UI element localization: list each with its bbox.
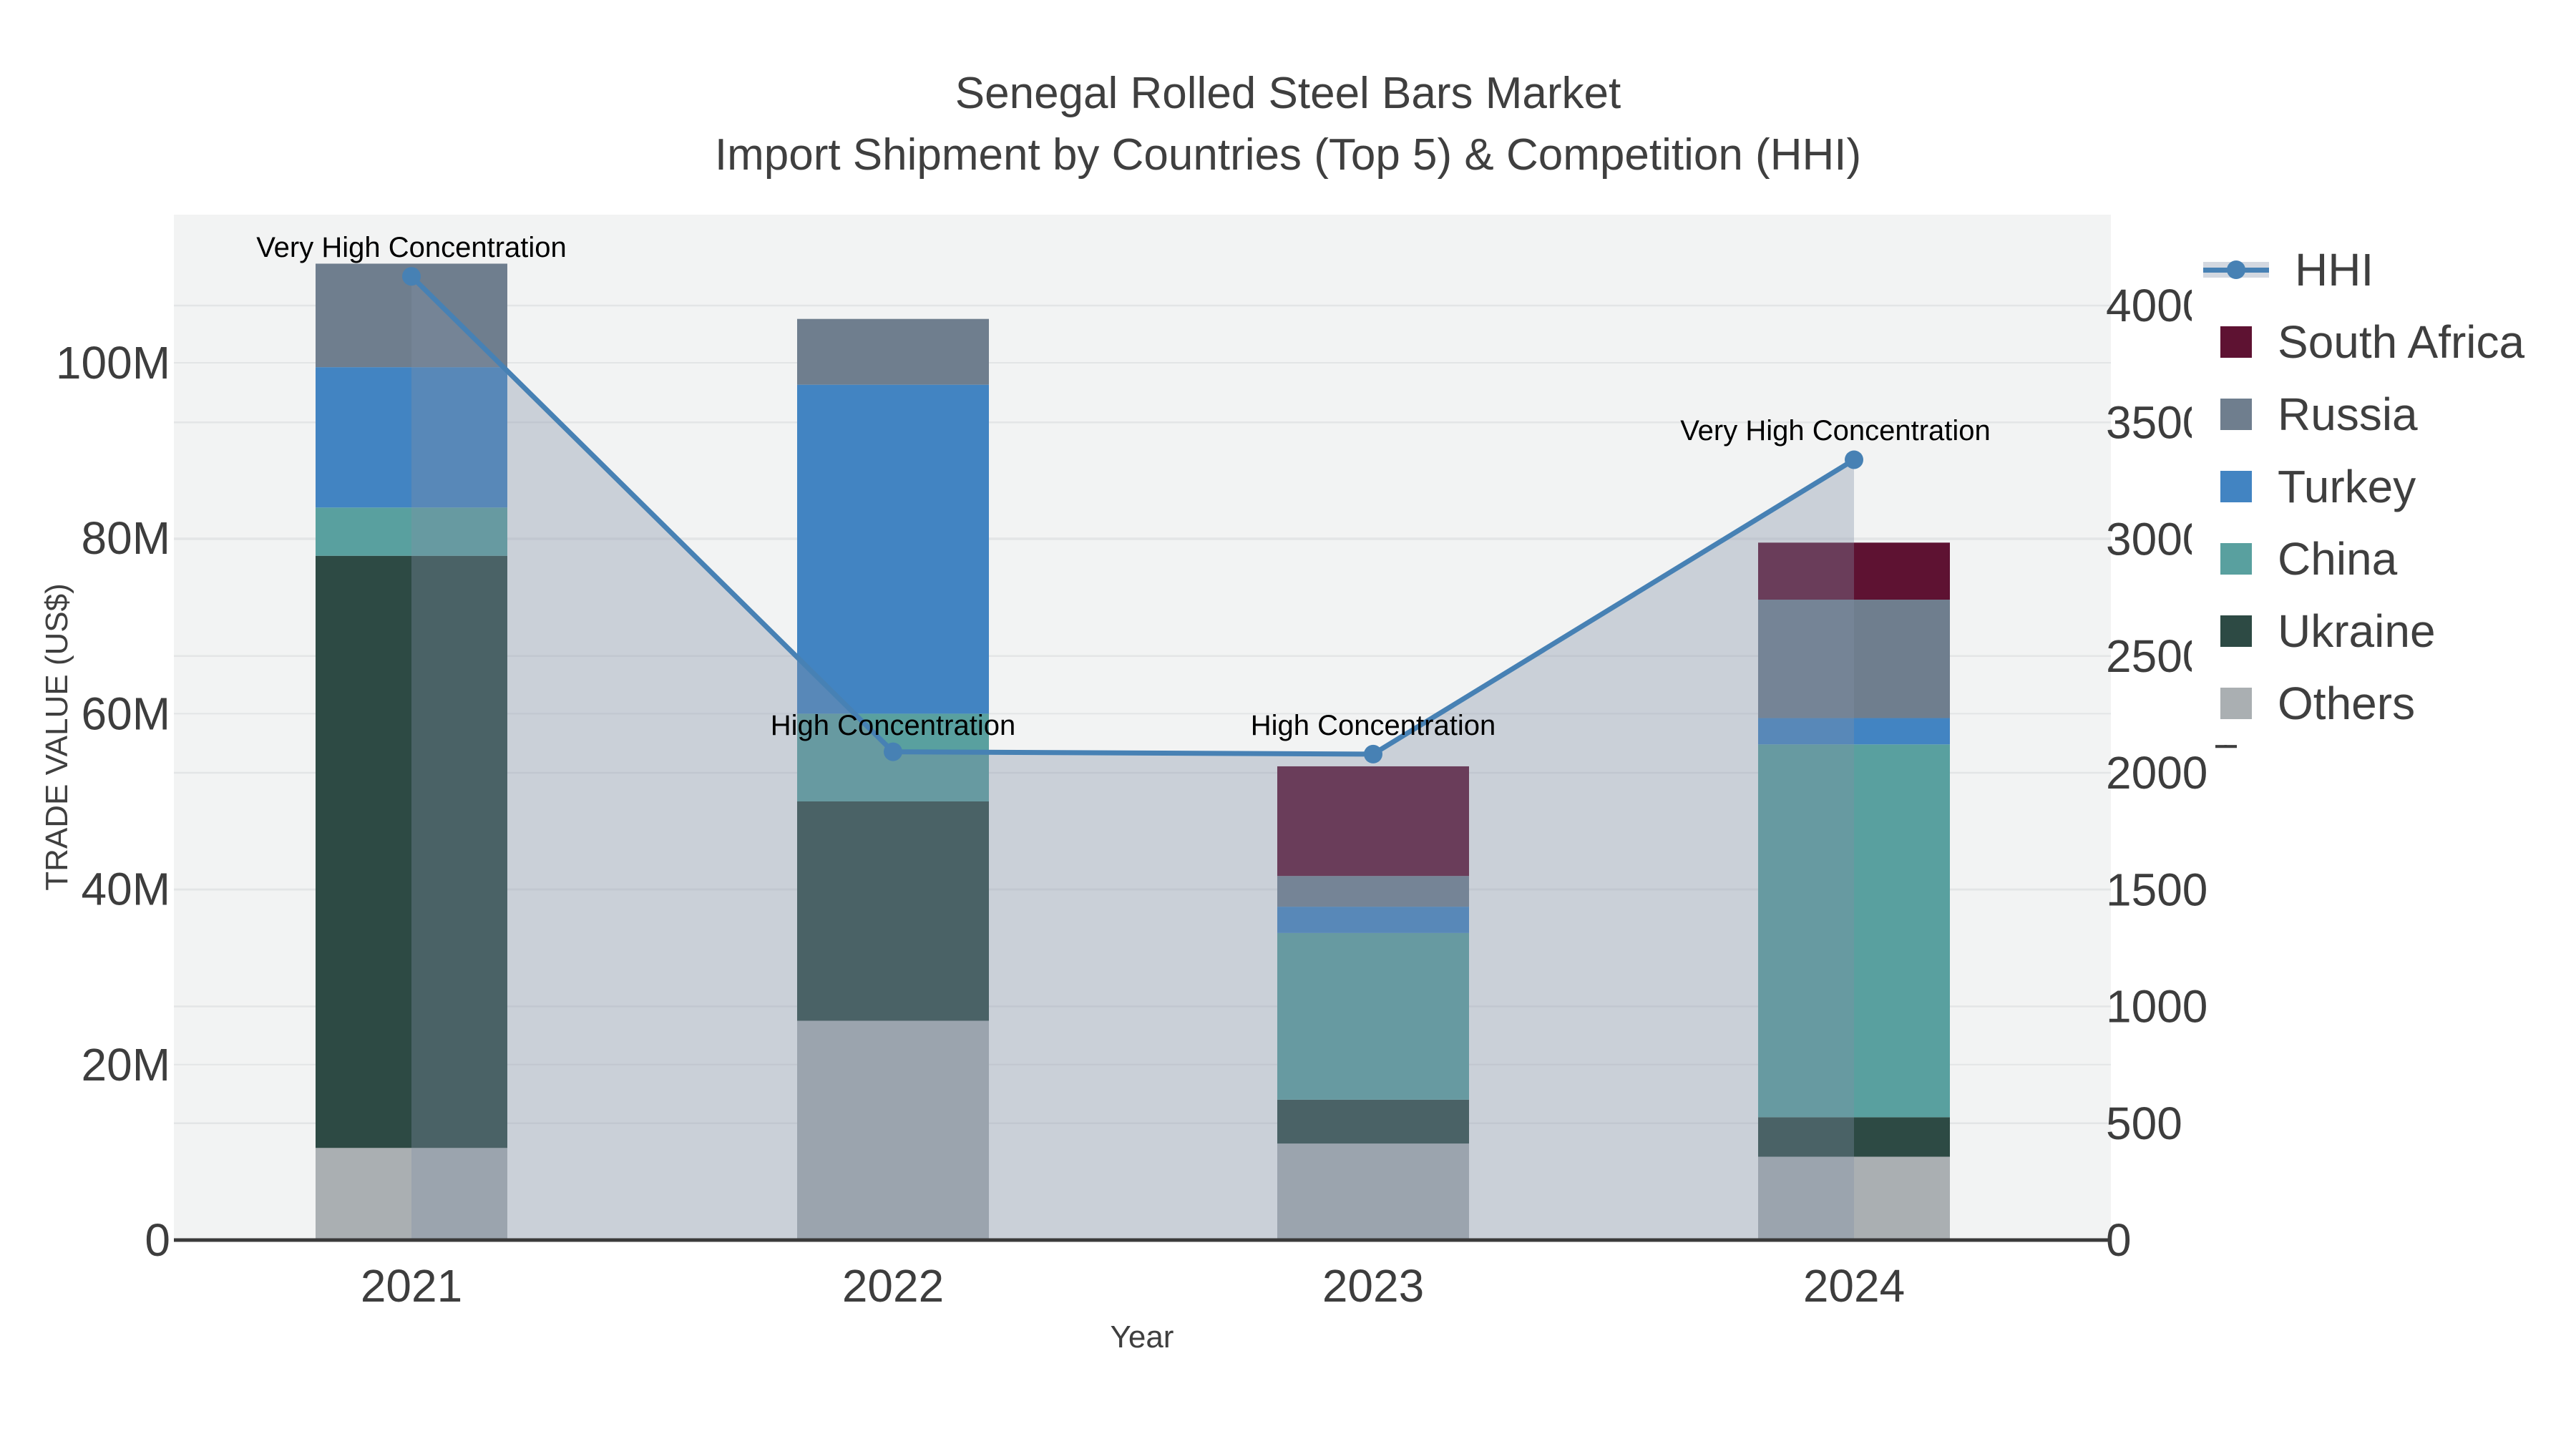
bar-segment-turkey-2022[interactable] <box>797 384 989 714</box>
bar-segment-others-2022[interactable] <box>797 1020 989 1241</box>
y-left-axis-title: TRADE VALUE (US$) <box>39 583 74 891</box>
bar-segment-ukraine-2022[interactable] <box>797 801 989 1021</box>
bar-segment-others-2023[interactable] <box>1277 1143 1469 1240</box>
bar-segment-ukraine-2021[interactable] <box>316 555 507 1148</box>
bar-segment-south-africa-2024[interactable] <box>1758 542 1950 600</box>
x-tick-2024: 2024 <box>1803 1260 1905 1312</box>
bar-segment-russia-2022[interactable] <box>797 318 989 385</box>
y-right-tick-3000: 3000 <box>2106 514 2207 565</box>
legend-label: Others <box>2278 677 2416 729</box>
bar-segment-china-2021[interactable] <box>316 507 507 556</box>
chart-title-line1: Senegal Rolled Steel Bars Market <box>955 69 1621 118</box>
x-axis-title: Year <box>1110 1319 1174 1355</box>
y-right-tick-1000: 1000 <box>2106 981 2207 1033</box>
bar-segment-ukraine-2023[interactable] <box>1277 1099 1469 1144</box>
hhi-line <box>409 274 1855 757</box>
y-left-tick-80M: 80M <box>82 512 171 564</box>
y-right-tick-0: 0 <box>2106 1214 2132 1266</box>
legend-label: Ukraine <box>2278 605 2436 657</box>
x-tick-2023: 2023 <box>1322 1260 1424 1312</box>
y-left-tick-20M: 20M <box>82 1039 171 1091</box>
legend-label: Russia <box>2278 388 2418 440</box>
bar-segment-china-2024[interactable] <box>1758 744 1950 1118</box>
south-africa-swatch-icon <box>2220 326 2252 358</box>
hhi-point-2022[interactable] <box>884 742 902 761</box>
y-left-tick-100M: 100M <box>56 337 170 389</box>
bar-segment-turkey-2023[interactable] <box>1277 907 1469 933</box>
legend-item-south-africa[interactable]: South Africa <box>2200 306 2576 378</box>
legend-item-russia[interactable]: Russia <box>2200 378 2576 450</box>
legend-item-turkey[interactable]: Turkey <box>2200 450 2576 522</box>
y-right-tick-2000: 2000 <box>2106 747 2207 799</box>
legend-label: Turkey <box>2278 460 2416 512</box>
russia-swatch-icon <box>2220 398 2252 430</box>
annotation-2023: High Concentration <box>1251 710 1496 741</box>
bar-segment-russia-2023[interactable] <box>1277 876 1469 907</box>
legend-item-ukraine[interactable]: Ukraine <box>2200 595 2576 667</box>
y-right-tick-1500: 1500 <box>2106 864 2207 915</box>
hhi-point-2024[interactable] <box>1845 450 1863 469</box>
bar-segment-turkey-2021[interactable] <box>316 367 507 508</box>
bar-segment-turkey-2024[interactable] <box>1758 718 1950 745</box>
x-tick-2022: 2022 <box>842 1260 944 1312</box>
y-left-tick-40M: 40M <box>82 864 171 915</box>
y-left-tick-60M: 60M <box>82 688 171 739</box>
bar-segment-russia-2024[interactable] <box>1758 600 1950 718</box>
bar-segment-china-2023[interactable] <box>1277 932 1469 1100</box>
legend-item-hhi[interactable]: HHI <box>2200 233 2576 306</box>
annotation-2024: Very High Concentration <box>1680 415 1991 447</box>
y-right-tick-4000: 4000 <box>2106 280 2207 331</box>
hhi-area-fill <box>411 276 1854 1240</box>
y-right-tick-500: 500 <box>2106 1098 2182 1149</box>
y-right-tick-2500: 2500 <box>2106 630 2207 682</box>
legend-item-others[interactable]: Others <box>2200 667 2576 739</box>
legend-label: China <box>2278 532 2398 585</box>
annotation-2022: High Concentration <box>771 710 1015 741</box>
bar-segment-others-2021[interactable] <box>316 1148 507 1240</box>
turkey-swatch-icon <box>2220 470 2252 502</box>
bar-segment-ukraine-2024[interactable] <box>1758 1117 1950 1157</box>
ukraine-swatch-icon <box>2220 615 2252 647</box>
hhi-point-2023[interactable] <box>1364 744 1382 763</box>
legend: HHI South Africa Russia Turkey China Ukraine O… <box>2192 228 2576 745</box>
legend-label: South Africa <box>2278 316 2525 368</box>
annotation-2021: Very High Concentration <box>256 232 567 263</box>
hhi-line-sample-icon <box>2203 254 2269 286</box>
y-right-tick-3500: 3500 <box>2106 396 2207 448</box>
legend-item-china[interactable]: China <box>2200 522 2576 595</box>
bar-segment-others-2024[interactable] <box>1758 1156 1950 1240</box>
bar-segment-south-africa-2023[interactable] <box>1277 766 1469 877</box>
y-left-tick-0: 0 <box>145 1214 170 1266</box>
others-swatch-icon <box>2220 687 2252 719</box>
hhi-point-2021[interactable] <box>402 267 421 286</box>
legend-label: HHI <box>2295 243 2374 296</box>
x-tick-2021: 2021 <box>361 1260 462 1312</box>
china-swatch-icon <box>2220 542 2252 575</box>
chart-title-line2: Import Shipment by Countries (Top 5) & C… <box>714 130 1862 180</box>
